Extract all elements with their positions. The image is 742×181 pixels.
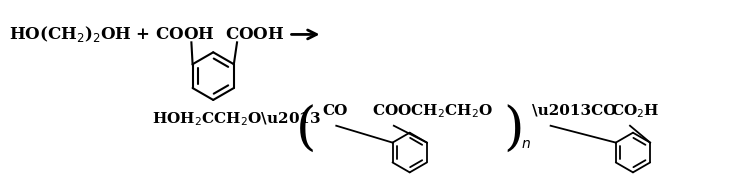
Text: HOH$_2$CCH$_2$O\u2013: HOH$_2$CCH$_2$O\u2013 [151, 110, 321, 128]
Text: HO(CH$_2$)$_2$OH + COOH  COOH: HO(CH$_2$)$_2$OH + COOH COOH [9, 24, 284, 44]
Text: CO$_2$H: CO$_2$H [611, 102, 660, 120]
Text: ): ) [504, 105, 524, 156]
Text: \u2013CO: \u2013CO [532, 104, 617, 118]
Text: CO: CO [322, 104, 348, 118]
Text: (: ( [296, 105, 317, 156]
Text: $\it{n}$: $\it{n}$ [521, 137, 531, 151]
Text: COOCH$_2$CH$_2$O: COOCH$_2$CH$_2$O [372, 102, 493, 120]
